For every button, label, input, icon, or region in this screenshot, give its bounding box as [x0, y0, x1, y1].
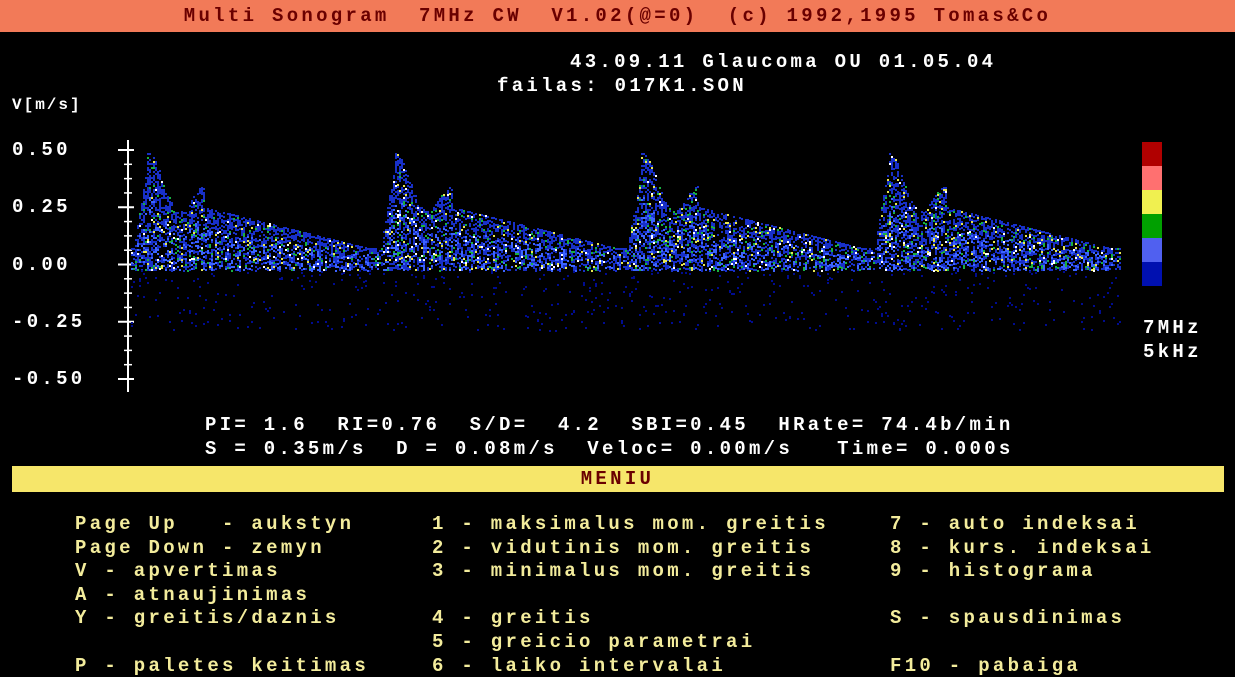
y-tick-label: -0.25: [12, 311, 86, 333]
menu-item: 2 - vidutinis mom. greitis: [432, 537, 814, 559]
y-tick-label: -0.50: [12, 368, 86, 390]
spectrogram-noise: [131, 270, 1121, 332]
color-scale: [1142, 166, 1162, 190]
color-scale: [1142, 190, 1162, 214]
y-tick-label: 0.00: [12, 254, 71, 276]
menu-item: S - spausdinimas: [890, 607, 1125, 629]
menu-item: F10 - pabaiga: [890, 655, 1081, 677]
color-scale: [1142, 238, 1162, 262]
menu-item: V - apvertimas: [75, 560, 281, 582]
color-scale: [1142, 262, 1162, 286]
y-tick-label: 0.50: [12, 139, 71, 161]
color-scale: [1142, 214, 1162, 238]
menu-item: 3 - minimalus mom. greitis: [432, 560, 814, 582]
menu-item: 7 - auto indeksai: [890, 513, 1140, 535]
menu-item: 1 - maksimalus mom. greitis: [432, 513, 829, 535]
menu-item: A - atnaujinimas: [75, 584, 310, 606]
menu-item: Page Up - aukstyn: [75, 513, 354, 535]
menu-item: 5 - greicio parametrai: [432, 631, 755, 653]
color-scale: [1142, 142, 1162, 166]
menu-item: 8 - kurs. indeksai: [890, 537, 1155, 559]
y-tick-label: 0.25: [12, 196, 71, 218]
menu-item: Y - greitis/daznis: [75, 607, 340, 629]
menu-item: 4 - greitis: [432, 607, 594, 629]
screen: {"window": {"title": "Multi Sonogram 7MH…: [0, 0, 1235, 677]
menu-item: 9 - histograma: [890, 560, 1096, 582]
menu-item: 6 - laiko intervalai: [432, 655, 726, 677]
menu-item: Page Down - zemyn: [75, 537, 325, 559]
menu-item: P - paletes keitimas: [75, 655, 369, 677]
